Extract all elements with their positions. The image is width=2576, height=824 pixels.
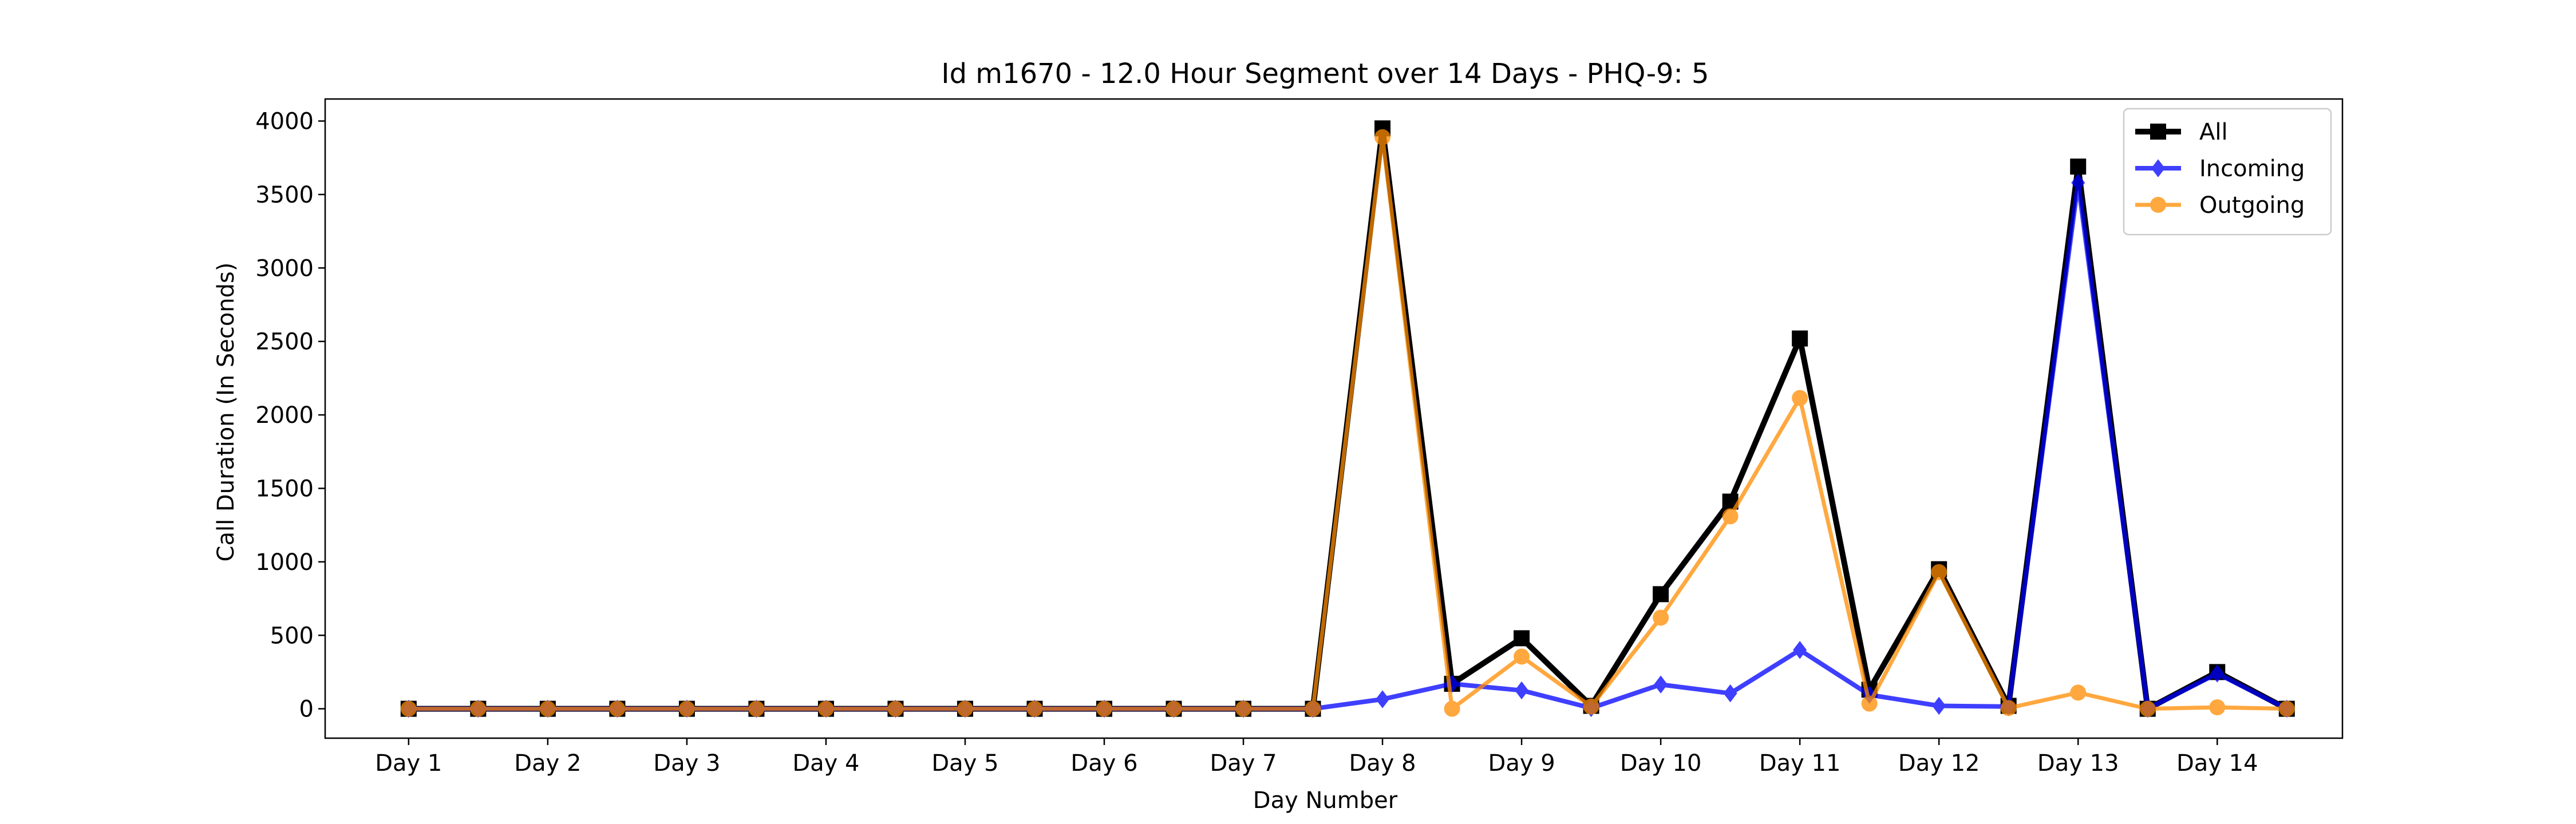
x-tick-label: Day 8 bbox=[1349, 750, 1416, 777]
series-line-incoming bbox=[406, 180, 2289, 711]
data-point-outgoing bbox=[2000, 700, 2017, 716]
data-point-incoming bbox=[2071, 173, 2085, 192]
data-point-outgoing bbox=[1722, 508, 1739, 525]
x-tick-label: Day 7 bbox=[1210, 750, 1277, 777]
x-tick-label: Day 11 bbox=[1759, 750, 1841, 777]
x-tick-label: Day 6 bbox=[1070, 750, 1137, 777]
x-tick-label: Day 5 bbox=[931, 750, 998, 777]
data-point-outgoing bbox=[1026, 700, 1043, 717]
x-tick-label: Day 1 bbox=[375, 750, 442, 777]
data-point-outgoing bbox=[2139, 700, 2156, 717]
y-tick-label: 4000 bbox=[255, 109, 314, 135]
data-point-all bbox=[1653, 586, 1669, 603]
data-point-outgoing bbox=[957, 700, 973, 717]
data-point-incoming bbox=[1515, 681, 1529, 700]
y-axis-ticks: 0 500 1000 1500 2000 2500 3000 3500 4000 bbox=[255, 109, 325, 723]
data-point-outgoing bbox=[1444, 700, 1460, 717]
data-point-incoming bbox=[1654, 675, 1668, 694]
data-point-outgoing bbox=[2070, 684, 2087, 701]
series-line-outgoing bbox=[406, 135, 2289, 711]
x-tick-label: Day 13 bbox=[2037, 750, 2119, 777]
legend-entry-all bbox=[2135, 124, 2181, 140]
y-tick-label: 2500 bbox=[255, 329, 314, 355]
data-point-outgoing bbox=[470, 700, 487, 717]
data-point-incoming bbox=[1723, 684, 1737, 703]
legend-entry-outgoing bbox=[2135, 197, 2181, 213]
legend-marker-outgoing bbox=[2150, 197, 2166, 213]
data-point-all bbox=[2070, 159, 2087, 175]
x-tick-label: Day 10 bbox=[1620, 750, 1702, 777]
plot-frame bbox=[324, 98, 2344, 739]
x-tick-label: Day 4 bbox=[792, 750, 859, 777]
chart-title: Id m1670 - 12.0 Hour Segment over 14 Day… bbox=[941, 58, 1709, 90]
data-point-outgoing bbox=[1235, 700, 1252, 717]
y-tick-label: 1500 bbox=[255, 476, 314, 502]
x-axis-label: Day Number bbox=[1253, 787, 1398, 814]
y-tick-label: 3000 bbox=[255, 255, 314, 282]
data-point-outgoing bbox=[1096, 700, 1112, 717]
series-incoming bbox=[401, 173, 2294, 718]
data-point-incoming bbox=[1376, 690, 1390, 708]
data-point-outgoing bbox=[887, 700, 904, 717]
data-point-outgoing bbox=[609, 700, 626, 717]
legend: All Incoming Outgoing bbox=[2123, 108, 2332, 236]
y-tick-label: 0 bbox=[299, 696, 314, 723]
data-point-outgoing bbox=[1165, 700, 1182, 717]
series-outgoing bbox=[400, 129, 2295, 717]
data-point-outgoing bbox=[1653, 609, 1669, 626]
y-tick-label: 2000 bbox=[255, 402, 314, 429]
legend-label-all: All bbox=[2199, 119, 2228, 145]
data-point-all bbox=[1514, 630, 1530, 647]
data-point-outgoing bbox=[817, 700, 834, 717]
data-point-outgoing bbox=[539, 700, 556, 717]
data-point-outgoing bbox=[1792, 390, 1808, 406]
data-point-outgoing bbox=[678, 700, 695, 717]
legend-marker-incoming bbox=[2151, 159, 2165, 177]
y-tick-label: 3500 bbox=[255, 182, 314, 208]
series-layer bbox=[400, 120, 2295, 718]
y-tick-label: 1000 bbox=[255, 549, 314, 576]
data-point-outgoing bbox=[1583, 698, 1599, 715]
data-point-outgoing bbox=[1931, 564, 1947, 580]
data-point-all bbox=[1792, 330, 1808, 347]
x-tick-label: Day 14 bbox=[2176, 750, 2258, 777]
data-point-outgoing bbox=[2278, 700, 2295, 717]
x-tick-label: Day 3 bbox=[653, 750, 720, 777]
legend-entry-incoming bbox=[2135, 159, 2181, 177]
legend-label-outgoing: Outgoing bbox=[2199, 192, 2305, 219]
data-point-incoming bbox=[1793, 641, 1807, 659]
data-point-outgoing bbox=[2209, 699, 2226, 716]
data-point-incoming bbox=[1932, 696, 1946, 715]
legend-marker-all bbox=[2150, 124, 2166, 140]
x-tick-label: Day 9 bbox=[1488, 750, 1555, 777]
data-point-outgoing bbox=[1861, 695, 1878, 712]
data-point-incoming bbox=[2210, 664, 2225, 683]
x-tick-label: Day 2 bbox=[514, 750, 581, 777]
legend-label-incoming: Incoming bbox=[2199, 156, 2305, 182]
y-tick-label: 500 bbox=[270, 623, 314, 649]
data-point-outgoing bbox=[1305, 700, 1321, 717]
data-point-outgoing bbox=[1514, 648, 1530, 665]
data-point-outgoing bbox=[400, 700, 417, 717]
x-tick-label: Day 12 bbox=[1898, 750, 1980, 777]
x-axis-ticks: Day 1 Day 2 Day 3 Day 4 Day 5 Day 6 Day 7 Day 8… bbox=[375, 738, 2258, 777]
data-point-outgoing bbox=[748, 700, 765, 717]
data-point-outgoing bbox=[1374, 129, 1391, 145]
y-axis-label: Call Duration (In Seconds) bbox=[213, 263, 239, 562]
